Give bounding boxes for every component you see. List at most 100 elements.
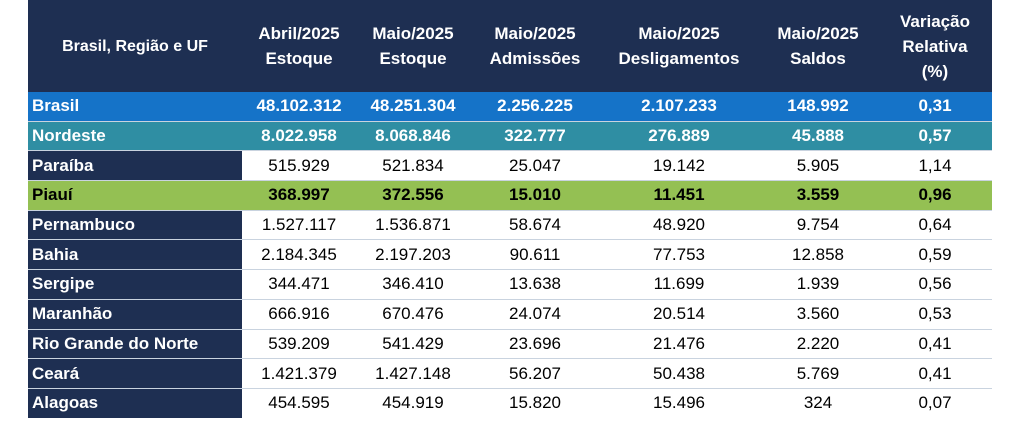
header-line: Relativa [902, 36, 968, 56]
cell-region-name: Paraíba [28, 150, 242, 181]
cell-maio-estoque: 1.427.148 [356, 358, 470, 389]
employment-table: Brasil, Região e UF Abril/2025 Estoque Ma… [28, 0, 992, 418]
cell-abril-estoque: 48.102.312 [242, 92, 356, 122]
column-header-region: Brasil, Região e UF [28, 0, 242, 92]
cell-maio-estoque: 346.410 [356, 269, 470, 300]
cell-region-name: Piauí [28, 180, 242, 211]
header-line: Variação [900, 11, 970, 31]
cell-desligamentos: 11.451 [600, 180, 758, 211]
cell-maio-estoque: 454.919 [356, 387, 470, 418]
header-line: Desligamentos [618, 49, 740, 68]
cell-variacao: 0,41 [878, 328, 992, 359]
cell-abril-estoque: 666.916 [242, 298, 356, 329]
cell-desligamentos: 48.920 [600, 209, 758, 240]
header-line: Saldos [790, 49, 846, 68]
table-row: Piauí 368.997 372.556 15.010 11.451 3.559 0,96 [28, 180, 992, 211]
column-header-variacao-relativa: Variação Relativa (%) [878, 0, 992, 92]
cell-maio-estoque: 541.429 [356, 328, 470, 359]
cell-variacao: 0,59 [878, 239, 992, 270]
cell-saldos: 1.939 [758, 269, 878, 300]
cell-admissoes: 2.256.225 [470, 92, 600, 122]
column-header-maio-admissoes: Maio/2025 Admissões [470, 0, 600, 92]
header-line: Maio/2025 [372, 24, 454, 43]
cell-saldos: 45.888 [758, 120, 878, 151]
table-row: Brasil 48.102.312 48.251.304 2.256.225 2.107… [28, 92, 992, 122]
cell-maio-estoque: 372.556 [356, 180, 470, 211]
cell-region-name: Sergipe [28, 269, 242, 300]
cell-admissoes: 15.820 [470, 387, 600, 418]
column-header-maio-estoque: Maio/2025 Estoque [356, 0, 470, 92]
cell-variacao: 0,96 [878, 180, 992, 211]
cell-abril-estoque: 344.471 [242, 269, 356, 300]
cell-abril-estoque: 2.184.345 [242, 239, 356, 270]
cell-saldos: 9.754 [758, 209, 878, 240]
cell-admissoes: 322.777 [470, 120, 600, 151]
cell-variacao: 0,53 [878, 298, 992, 329]
cell-saldos: 3.560 [758, 298, 878, 329]
employment-table-container: Brasil, Região e UF Abril/2025 Estoque Ma… [28, 0, 992, 418]
cell-admissoes: 15.010 [470, 180, 600, 211]
cell-abril-estoque: 539.209 [242, 328, 356, 359]
cell-desligamentos: 11.699 [600, 269, 758, 300]
column-header-maio-saldos: Maio/2025 Saldos [758, 0, 878, 92]
header-line: Admissões [489, 49, 581, 68]
table-row: Paraíba 515.929 521.834 25.047 19.142 5.905 1,… [28, 150, 992, 181]
cell-maio-estoque: 1.536.871 [356, 209, 470, 240]
cell-saldos: 5.905 [758, 150, 878, 181]
cell-desligamentos: 2.107.233 [600, 92, 758, 122]
cell-region-name: Bahia [28, 239, 242, 270]
cell-admissoes: 90.611 [470, 239, 600, 270]
cell-maio-estoque: 8.068.846 [356, 120, 470, 151]
cell-region-name: Ceará [28, 358, 242, 389]
cell-saldos: 324 [758, 387, 878, 418]
cell-desligamentos: 19.142 [600, 150, 758, 181]
cell-desligamentos: 77.753 [600, 239, 758, 270]
cell-admissoes: 13.638 [470, 269, 600, 300]
cell-saldos: 148.992 [758, 92, 878, 122]
cell-abril-estoque: 515.929 [242, 150, 356, 181]
cell-admissoes: 58.674 [470, 209, 600, 240]
cell-maio-estoque: 521.834 [356, 150, 470, 181]
cell-region-name: Nordeste [28, 120, 242, 151]
cell-saldos: 5.769 [758, 358, 878, 389]
cell-desligamentos: 20.514 [600, 298, 758, 329]
cell-variacao: 1,14 [878, 150, 992, 181]
column-header-maio-desligamentos: Maio/2025 Desligamentos [600, 0, 758, 92]
header-line: (%) [921, 61, 949, 81]
cell-maio-estoque: 670.476 [356, 298, 470, 329]
cell-saldos: 3.559 [758, 180, 878, 211]
cell-variacao: 0,57 [878, 120, 992, 151]
header-line: Estoque [265, 49, 333, 68]
cell-variacao: 0,64 [878, 209, 992, 240]
table-row: Nordeste 8.022.958 8.068.846 322.777 276.889… [28, 120, 992, 151]
table-header: Brasil, Região e UF Abril/2025 Estoque Ma… [28, 0, 992, 92]
cell-maio-estoque: 48.251.304 [356, 92, 470, 122]
header-line: Maio/2025 [777, 24, 859, 43]
cell-region-name: Rio Grande do Norte [28, 328, 242, 359]
cell-saldos: 2.220 [758, 328, 878, 359]
cell-desligamentos: 50.438 [600, 358, 758, 389]
cell-abril-estoque: 1.527.117 [242, 209, 356, 240]
cell-variacao: 0,31 [878, 92, 992, 122]
cell-variacao: 0,41 [878, 358, 992, 389]
cell-abril-estoque: 1.421.379 [242, 358, 356, 389]
header-line: Maio/2025 [638, 24, 720, 43]
header-line: Estoque [379, 49, 447, 68]
cell-region-name: Maranhão [28, 298, 242, 329]
table-row: Sergipe 344.471 346.410 13.638 11.699 1.939 0,… [28, 269, 992, 300]
cell-abril-estoque: 368.997 [242, 180, 356, 211]
cell-admissoes: 25.047 [470, 150, 600, 181]
header-line: Maio/2025 [494, 24, 576, 43]
table-row: Ceará 1.421.379 1.427.148 56.207 50.438 5.769… [28, 358, 992, 389]
cell-admissoes: 24.074 [470, 298, 600, 329]
table-row: Bahia 2.184.345 2.197.203 90.611 77.753 12.85… [28, 239, 992, 270]
cell-variacao: 0,56 [878, 269, 992, 300]
cell-abril-estoque: 8.022.958 [242, 120, 356, 151]
cell-abril-estoque: 454.595 [242, 387, 356, 418]
table-row: Maranhão 666.916 670.476 24.074 20.514 3.560 0… [28, 298, 992, 329]
header-row: Brasil, Região e UF Abril/2025 Estoque Ma… [28, 0, 992, 92]
cell-maio-estoque: 2.197.203 [356, 239, 470, 270]
cell-desligamentos: 276.889 [600, 120, 758, 151]
column-header-abril-estoque: Abril/2025 Estoque [242, 0, 356, 92]
cell-desligamentos: 15.496 [600, 387, 758, 418]
